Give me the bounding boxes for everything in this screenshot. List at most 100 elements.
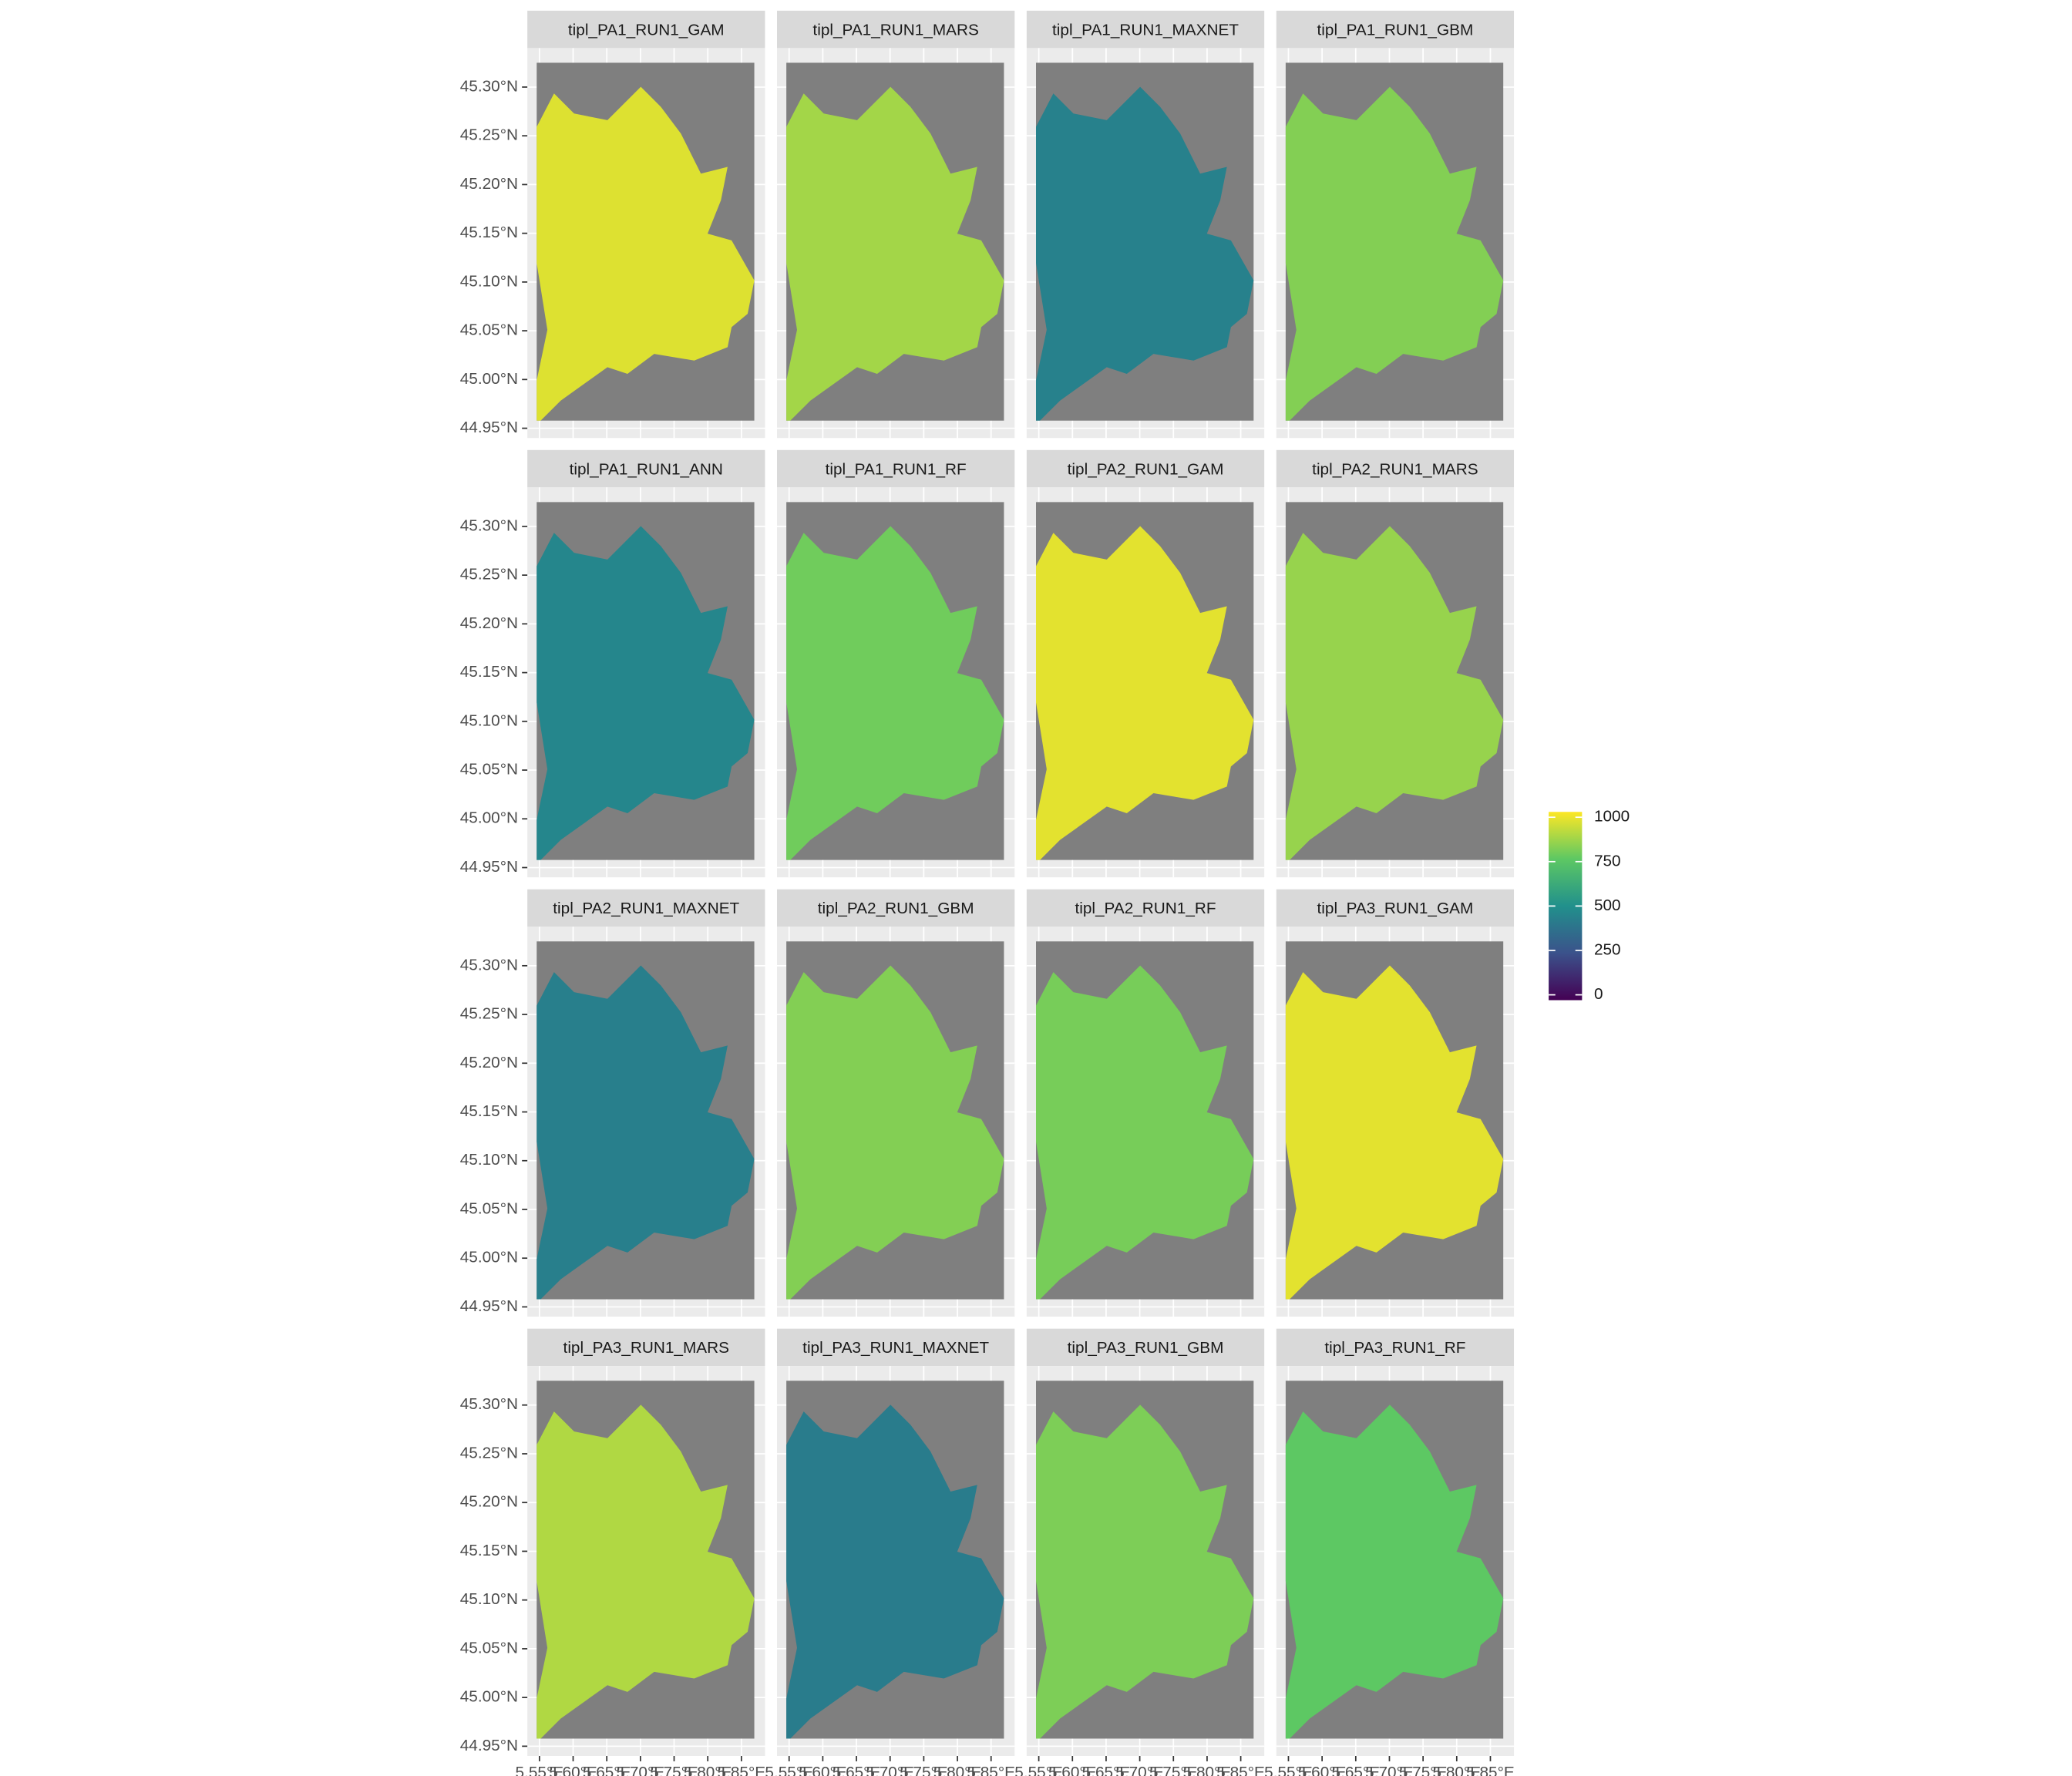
colorbar-label: 750: [1594, 852, 1621, 870]
facet-title: tipl_PA1_RUN1_GBM: [1317, 21, 1474, 39]
x-tick-label: 5.55°E: [1014, 1764, 1063, 1776]
map-area: [536, 1404, 755, 1739]
map-area: [1036, 86, 1254, 421]
strip: [527, 10, 765, 49]
x-tick-label: 5.85°E: [1216, 1764, 1265, 1776]
x-tick-label: 5.70°E: [617, 1764, 665, 1776]
facet-title: tipl_PA2_RUN1_RF: [1075, 900, 1216, 917]
strip: [1026, 889, 1265, 927]
y-tick-label: 45.00°N: [460, 1688, 518, 1706]
x-tick-label: 5.80°E: [933, 1764, 982, 1776]
strip: [527, 449, 765, 488]
y-tick-label: 45.00°N: [460, 809, 518, 827]
y-tick-label: 45.20°N: [460, 1054, 518, 1071]
x-tick-label: 5.75°E: [900, 1764, 948, 1776]
y-tick-label: 44.95°N: [460, 1737, 518, 1754]
y-tick-label: 44.95°N: [460, 858, 518, 876]
y-tick-label: 45.15°N: [460, 663, 518, 681]
strip: [1276, 889, 1515, 927]
facet-title: tipl_PA3_RUN1_RF: [1324, 1339, 1465, 1357]
x-tick-label: 5.85°E: [1466, 1764, 1515, 1776]
x-tick-label: 5.70°E: [1365, 1764, 1414, 1776]
facet-title: tipl_PA1_RUN1_GAM: [568, 21, 725, 39]
y-tick-label: 45.30°N: [460, 77, 518, 95]
map-area: [536, 86, 755, 421]
y-tick-label: 45.20°N: [460, 175, 518, 193]
map-area: [786, 965, 1004, 1300]
strip: [777, 1328, 1015, 1367]
colorbar-label: 250: [1594, 940, 1621, 958]
x-tick-label: 5.75°E: [650, 1764, 698, 1776]
facet-title: tipl_PA1_RUN1_MARS: [812, 21, 978, 39]
x-tick-label: 5.80°E: [1433, 1764, 1482, 1776]
y-tick-label: 44.95°N: [460, 1297, 518, 1315]
facet-title: tipl_PA3_RUN1_GAM: [1317, 900, 1474, 917]
y-tick-label: 45.25°N: [460, 566, 518, 584]
map-area: [1285, 86, 1504, 421]
facet-title: tipl_PA2_RUN1_GAM: [1068, 460, 1224, 478]
x-tick-label: 5.70°E: [866, 1764, 914, 1776]
y-tick-label: 45.25°N: [460, 1005, 518, 1023]
x-tick-label: 5.55°E: [765, 1764, 813, 1776]
y-tick-label: 45.20°N: [460, 614, 518, 632]
x-tick-label: 5.70°E: [1115, 1764, 1164, 1776]
colorbar-label: 500: [1594, 896, 1621, 914]
facet-title: tipl_PA1_RUN1_MAXNET: [1052, 21, 1239, 39]
y-tick-label: 45.05°N: [460, 1639, 518, 1657]
map-area: [786, 86, 1004, 421]
map-area: [536, 965, 755, 1300]
y-tick-label: 45.25°N: [460, 126, 518, 144]
x-tick-label: 5.60°E: [1048, 1764, 1097, 1776]
strip: [1026, 10, 1265, 49]
y-tick-label: 45.15°N: [460, 1102, 518, 1120]
strip: [1276, 10, 1515, 49]
x-tick-label: 5.75°E: [1399, 1764, 1448, 1776]
x-tick-label: 5.75°E: [1149, 1764, 1198, 1776]
facet-title: tipl_PA3_RUN1_MARS: [563, 1339, 729, 1357]
colorbar-label: 0: [1594, 985, 1603, 1003]
facet-title: tipl_PA2_RUN1_MARS: [1312, 460, 1478, 478]
y-tick-label: 45.15°N: [460, 224, 518, 241]
y-tick-label: 45.10°N: [460, 272, 518, 290]
map-area: [536, 526, 755, 860]
y-tick-label: 45.15°N: [460, 1542, 518, 1559]
map-area: [786, 526, 1004, 860]
strip: [1276, 449, 1515, 488]
facet-title: tipl_PA1_RUN1_RF: [826, 460, 967, 478]
strip: [777, 449, 1015, 488]
x-tick-label: 5.65°E: [1082, 1764, 1131, 1776]
strip: [527, 1328, 765, 1367]
y-tick-label: 45.05°N: [460, 1199, 518, 1217]
x-tick-label: 5.65°E: [832, 1764, 881, 1776]
strip: [1026, 1328, 1265, 1367]
y-tick-label: 45.30°N: [460, 1395, 518, 1413]
facet-title: tipl_PA2_RUN1_MAXNET: [553, 900, 739, 917]
map-area: [1285, 526, 1504, 860]
x-tick-label: 5.65°E: [1332, 1764, 1381, 1776]
y-tick-label: 45.10°N: [460, 711, 518, 729]
y-tick-label: 45.20°N: [460, 1493, 518, 1511]
facet-title: tipl_PA2_RUN1_GBM: [818, 900, 974, 917]
x-tick-label: 5.85°E: [967, 1764, 1015, 1776]
strip: [1276, 1328, 1515, 1367]
strip: [777, 10, 1015, 49]
facet-title: tipl_PA3_RUN1_GBM: [1068, 1339, 1224, 1357]
y-tick-label: 45.30°N: [460, 516, 518, 534]
y-tick-label: 45.10°N: [460, 1151, 518, 1169]
y-tick-label: 45.05°N: [460, 761, 518, 779]
strip: [1026, 449, 1265, 488]
map-area: [1036, 965, 1254, 1300]
map-area: [1285, 965, 1504, 1300]
x-tick-label: 5.80°E: [1183, 1764, 1232, 1776]
strip: [527, 889, 765, 927]
y-tick-label: 45.30°N: [460, 956, 518, 974]
y-tick-label: 45.10°N: [460, 1590, 518, 1608]
x-tick-label: 5.80°E: [684, 1764, 732, 1776]
facet-title: tipl_PA1_RUN1_ANN: [570, 460, 723, 478]
x-tick-label: 5.55°E: [1264, 1764, 1313, 1776]
colorbar-label: 1000: [1594, 808, 1630, 826]
y-tick-label: 45.25°N: [460, 1444, 518, 1462]
y-tick-label: 45.05°N: [460, 321, 518, 339]
x-tick-label: 5.60°E: [1298, 1764, 1347, 1776]
